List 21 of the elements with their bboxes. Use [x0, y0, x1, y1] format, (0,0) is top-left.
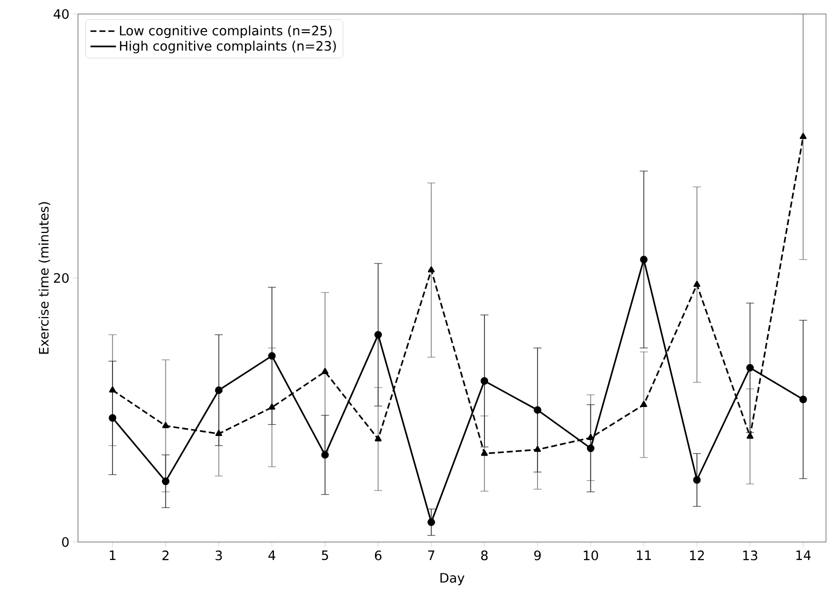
x-tick-label: 3	[216, 550, 222, 560]
x-tick-label: 2	[162, 550, 168, 560]
x-tick-label: 11	[636, 550, 651, 560]
y-axis-title: Exercise time (minutes)	[38, 202, 50, 354]
x-tick-label: 12	[690, 550, 704, 560]
y-tick-label: 20	[54, 273, 69, 283]
y-tick-label: 0	[62, 537, 69, 547]
legend-label: Low cognitive complaints (n=25)	[120, 25, 332, 38]
y-tick-label: 40	[54, 9, 69, 19]
x-tick-label: 4	[268, 550, 276, 560]
x-tick-label: 6	[374, 550, 382, 560]
legend-label: High cognitive complaints (n=23)	[120, 40, 336, 54]
x-tick-label: 7	[428, 550, 434, 560]
x-tick-label: 8	[481, 550, 488, 560]
x-tick-label: 10	[584, 550, 598, 560]
x-tick-label: 9	[534, 550, 541, 560]
x-tick-label: 5	[322, 550, 328, 560]
x-tick-label: 14	[796, 550, 811, 560]
x-tick-label: 1	[110, 550, 116, 560]
x-tick-label: 13	[743, 550, 758, 560]
x-axis-title: Day	[440, 573, 464, 586]
